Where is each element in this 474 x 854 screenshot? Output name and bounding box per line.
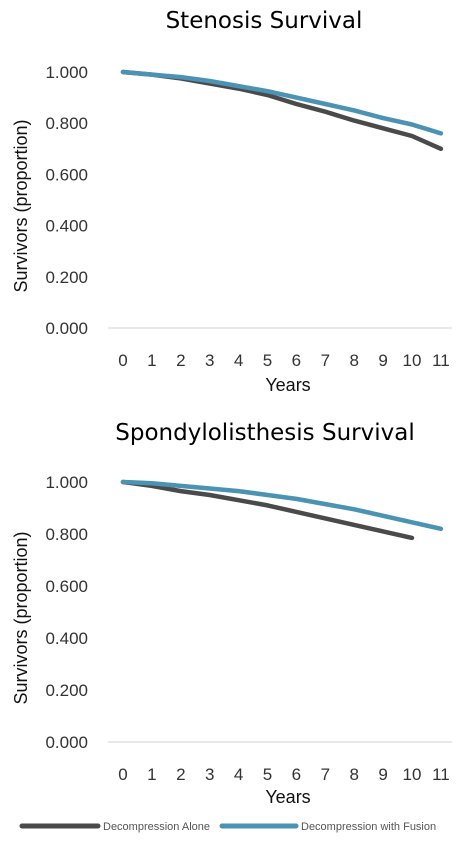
y-tick-label: 0.800 (45, 114, 88, 133)
chart-title: Spondylolisthesis Survival (115, 420, 414, 446)
y-axis-label: Survivors (proportion) (11, 119, 31, 292)
x-tick-label: 9 (378, 351, 387, 370)
x-tick-label: 5 (263, 765, 272, 784)
y-tick-label: 1.000 (45, 63, 88, 82)
x-axis-label: Years (265, 375, 310, 395)
x-axis-label: Years (265, 787, 310, 807)
x-tick-label: 10 (403, 351, 422, 370)
x-tick-label: 0 (118, 351, 127, 370)
x-tick-label: 1 (147, 765, 156, 784)
x-tick-label: 2 (176, 351, 185, 370)
y-tick-label: 0.000 (45, 319, 88, 338)
x-tick-label: 3 (205, 765, 214, 784)
x-tick-label: 10 (403, 765, 422, 784)
series-line-decompression-alone (120, 479, 415, 541)
series-line-decompression-with-fusion (120, 69, 444, 136)
x-tick-label: 11 (432, 765, 450, 784)
y-tick-label: 0.000 (45, 733, 88, 752)
y-tick-label: 0.600 (45, 165, 88, 184)
x-tick-label: 6 (292, 765, 301, 784)
chart-title: Stenosis Survival (166, 8, 363, 34)
x-tick-label: 5 (263, 351, 272, 370)
x-tick-label: 4 (234, 351, 243, 370)
x-tick-label: 3 (205, 351, 214, 370)
series-line-decompression-alone (120, 69, 444, 152)
series-line-decompression-with-fusion (120, 479, 444, 532)
x-tick-label: 8 (349, 351, 358, 370)
y-tick-label: 0.200 (45, 268, 88, 287)
stenosis-chart: Stenosis Survival 0.000 0.200 0.400 0.600 0.8… (11, 8, 452, 395)
x-tick-label: 7 (321, 765, 330, 784)
y-tick-label: 0.600 (45, 577, 88, 596)
y-tick-label: 0.400 (45, 629, 88, 648)
x-tick-label: 1 (147, 351, 156, 370)
y-tick-label: 0.400 (45, 217, 88, 236)
x-tick-label: 9 (378, 765, 387, 784)
x-tick-label: 0 (118, 765, 127, 784)
x-tick-label: 2 (176, 765, 185, 784)
legend: Decompression Alone Decompression with F… (19, 821, 436, 833)
y-axis-label: Survivors (proportion) (11, 531, 31, 704)
x-tick-label: 6 (292, 351, 301, 370)
y-tick-label: 1.000 (45, 473, 88, 492)
x-tick-label: 7 (321, 351, 330, 370)
y-tick-label: 0.800 (45, 525, 88, 544)
legend-label-decompression-alone: Decompression Alone (103, 821, 210, 833)
x-tick-label: 11 (432, 351, 450, 370)
legend-label-decompression-with-fusion: Decompression with Fusion (301, 821, 436, 833)
x-tick-label: 4 (234, 765, 243, 784)
x-tick-label: 8 (349, 765, 358, 784)
spondylolisthesis-chart: Spondylolisthesis Survival 0.000 0.200 0.40… (11, 420, 452, 807)
y-tick-label: 0.200 (45, 681, 88, 700)
